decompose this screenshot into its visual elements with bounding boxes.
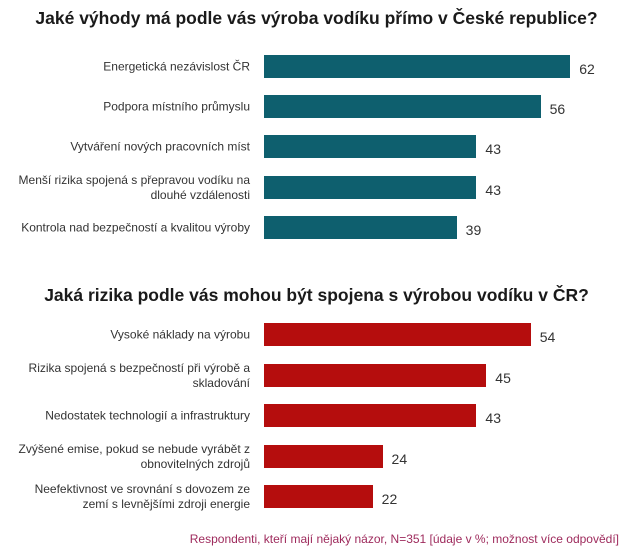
bar	[264, 135, 477, 158]
bar	[264, 485, 373, 508]
bar	[264, 176, 477, 199]
data-label: 43	[485, 181, 501, 198]
bar	[264, 404, 477, 427]
category-label: Podpora místního průmyslu	[103, 99, 250, 113]
category-label: Vysoké náklady na výrobu	[110, 327, 250, 341]
data-label: 24	[391, 450, 408, 467]
bar	[264, 95, 541, 118]
data-label: 54	[539, 328, 556, 345]
chart-1-title: Jaké výhody má podle vás výroba vodíku p…	[35, 8, 598, 28]
data-label: 22	[381, 490, 398, 507]
category-label: Nedostatek technologií a infrastruktury	[45, 408, 250, 422]
chart-2-title: Jaká rizika podle vás mohou být spojena …	[44, 285, 589, 305]
data-label: 62	[579, 60, 595, 77]
bar	[264, 445, 383, 468]
bar	[264, 364, 487, 387]
data-label: 43	[485, 140, 501, 157]
footer-note: Respondenti, kteří mají nějaký názor, N=…	[189, 532, 619, 546]
category-label: Menší rizika spojená s přepravou vodíku …	[18, 172, 250, 202]
data-label: 39	[465, 221, 482, 238]
category-label: Neefektivnost ve srovnání s dovozem ze z…	[34, 481, 250, 511]
category-label: Rizika spojená s bezpečností při výrobě …	[28, 360, 250, 390]
category-label: Zvýšené emise, pokud se nebude vyrábět z…	[18, 441, 250, 471]
bar	[264, 323, 531, 346]
category-label: Energetická nezávislost ČR	[103, 59, 250, 73]
bar	[264, 55, 571, 78]
data-label: 45	[495, 369, 511, 386]
data-label: 43	[485, 409, 501, 426]
category-label: Vytváření nových pracovních míst	[70, 139, 250, 153]
category-label: Kontrola nad bezpečností a kvalitou výro…	[21, 220, 250, 234]
data-label: 56	[549, 100, 566, 117]
bar	[264, 216, 457, 239]
